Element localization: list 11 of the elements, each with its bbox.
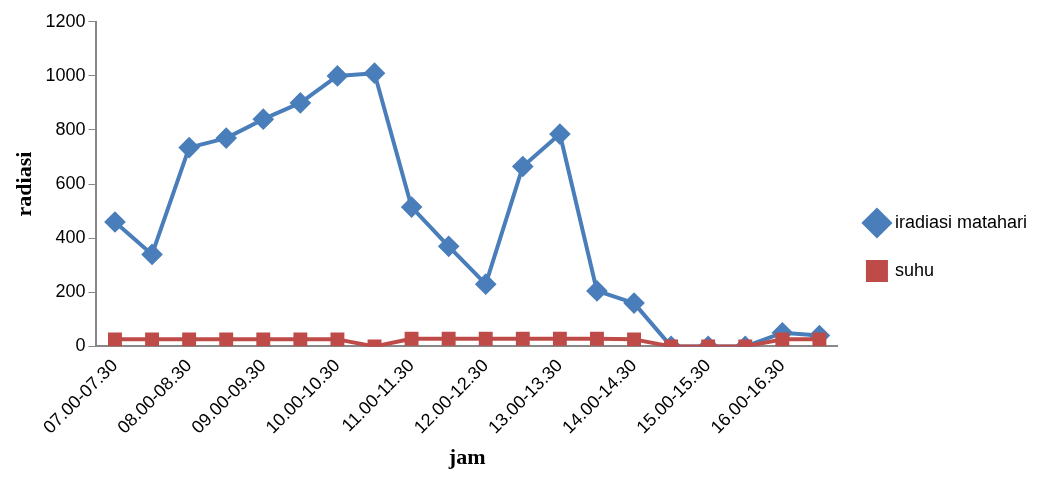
y-tick-label: 600 <box>55 173 86 194</box>
x-axis-title: jam <box>447 444 486 470</box>
y-axis-title: radiasi <box>10 151 36 217</box>
legend-label: suhu <box>894 259 934 280</box>
y-tick-label: 400 <box>55 227 86 248</box>
y-tick-label: 200 <box>55 281 86 302</box>
y-tick-label: 1000 <box>45 64 86 85</box>
y-tick-label: 0 <box>75 335 86 356</box>
legend-label: iradiasi matahari <box>894 211 1028 232</box>
y-tick-label: 1200 <box>45 10 86 31</box>
y-tick-label: 800 <box>55 118 86 139</box>
